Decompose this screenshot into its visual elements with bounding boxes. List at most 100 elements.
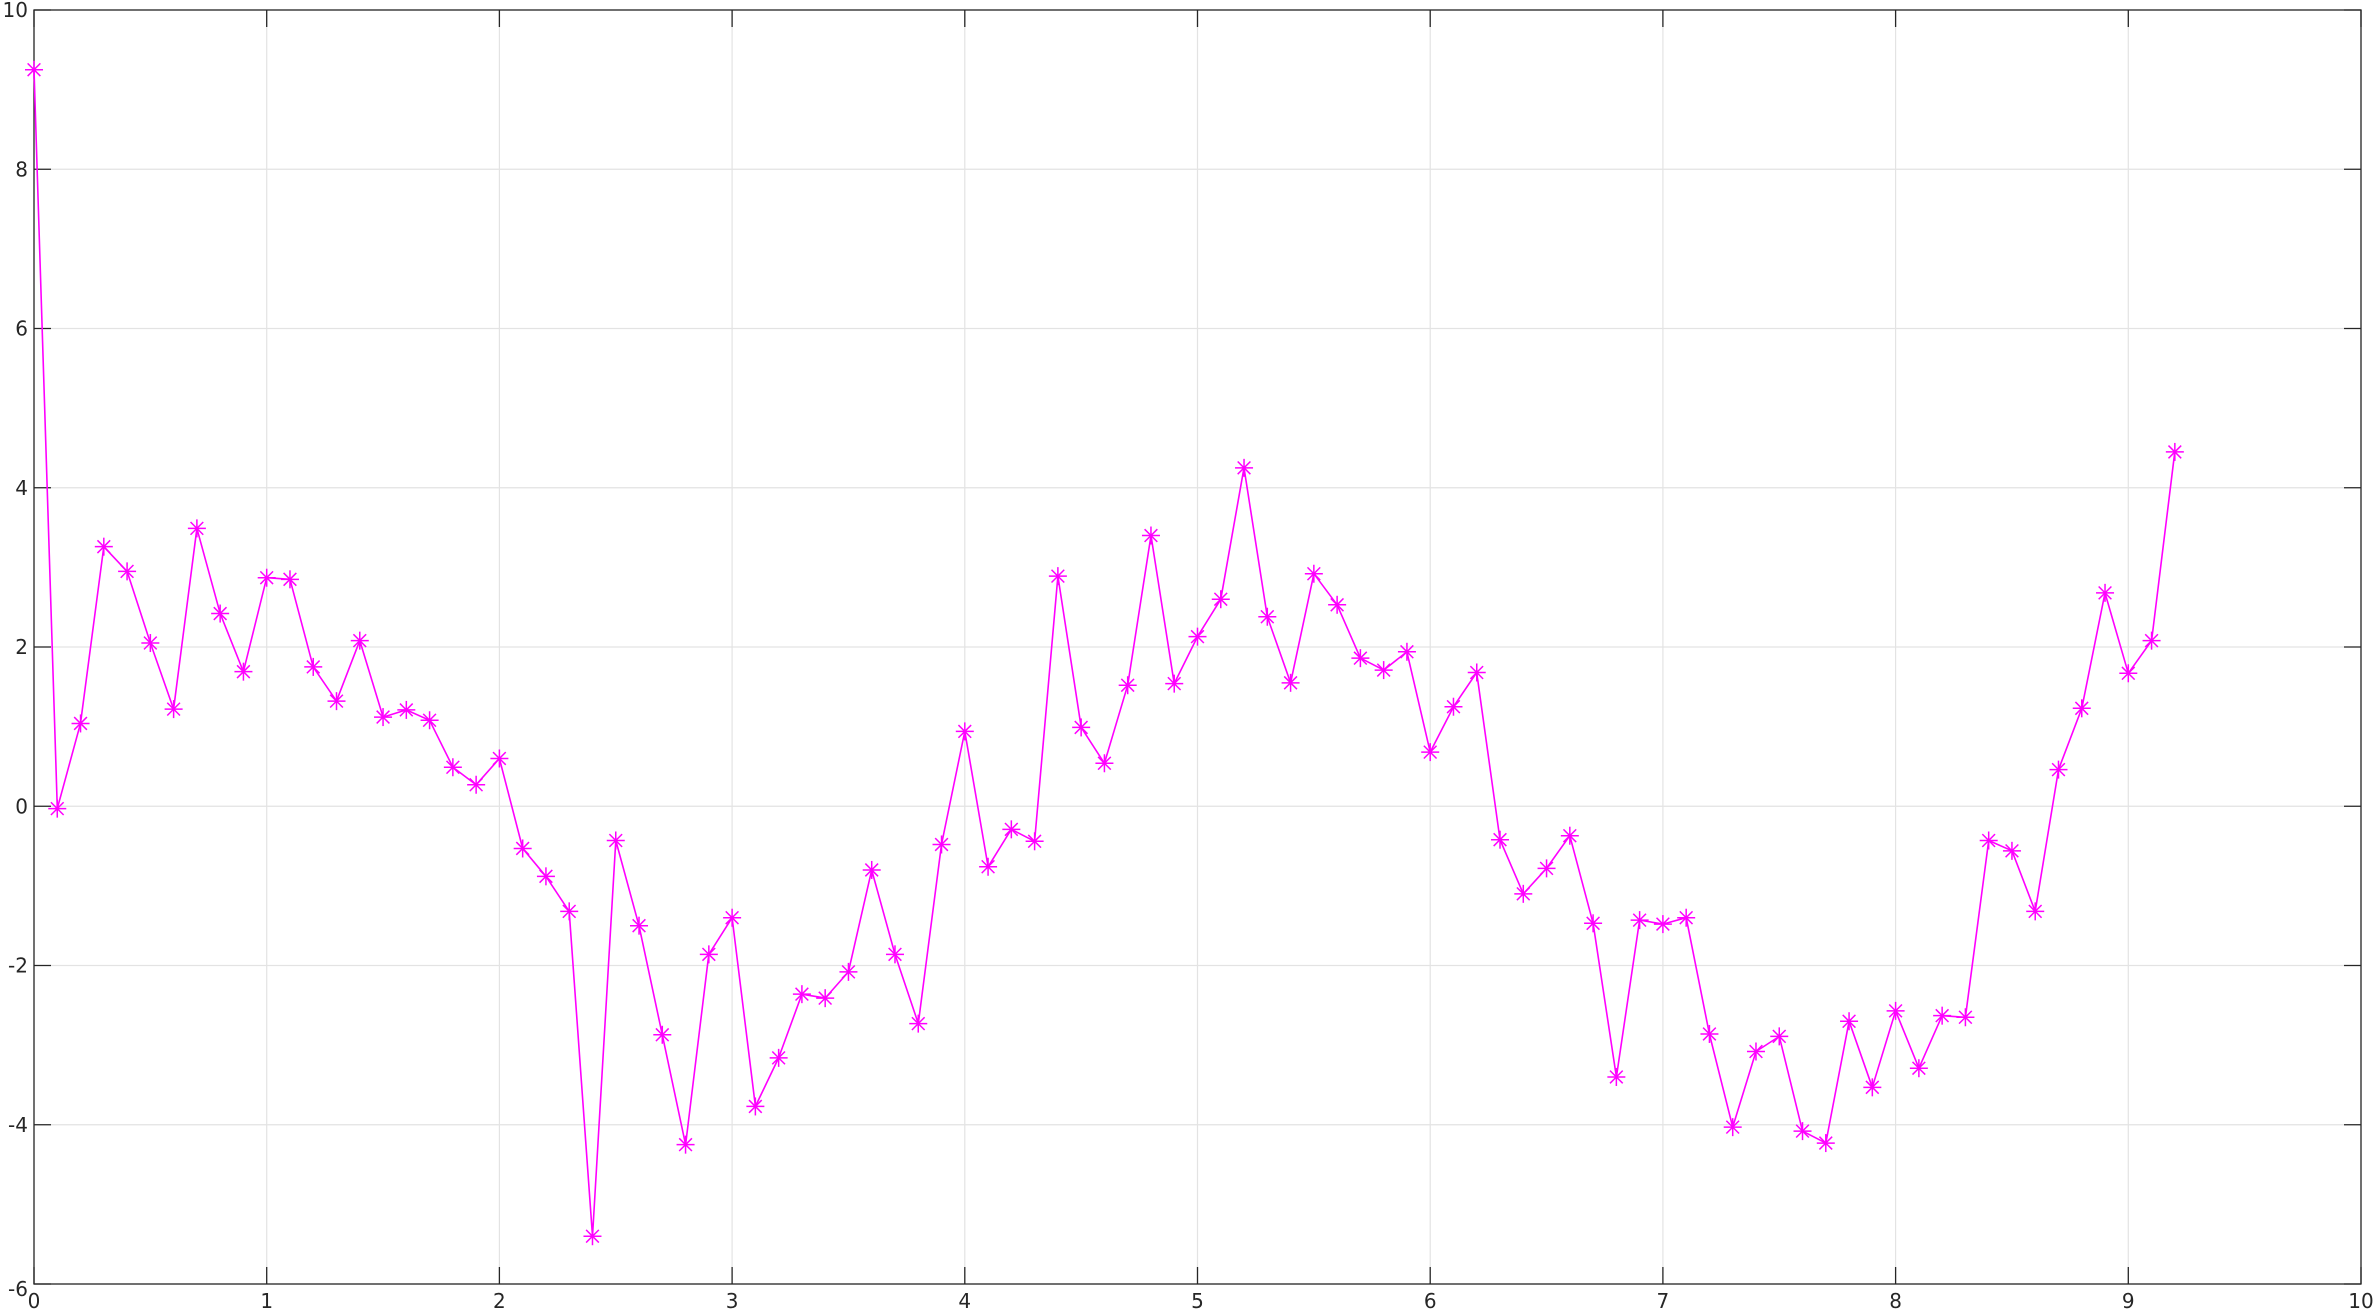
data-point (2119, 664, 2138, 683)
data-point (420, 711, 439, 730)
data-point-stroke (27, 62, 41, 77)
data-point-stroke (1749, 1044, 1763, 1059)
data-point (606, 831, 625, 850)
data-point (885, 945, 904, 964)
data-point-stroke (1330, 597, 1345, 612)
data-point (443, 758, 462, 777)
data-point (1514, 884, 1533, 903)
data-point (490, 749, 509, 768)
data-point (1770, 1027, 1789, 1046)
data-point-stroke (306, 660, 321, 674)
data-point (374, 708, 393, 727)
data-point-stroke (841, 964, 856, 979)
y-tick-label: 2 (15, 635, 28, 659)
data-point (257, 568, 276, 587)
data-point (350, 631, 369, 650)
data-point (839, 962, 858, 981)
data-point-stroke (2005, 843, 2019, 858)
data-point-stroke (539, 869, 553, 884)
data-point-stroke (1865, 1080, 1880, 1095)
data-point (1304, 564, 1323, 583)
data-point (1537, 859, 1556, 878)
data-point (1560, 826, 1579, 845)
data-point (699, 945, 718, 964)
data-point (955, 722, 974, 741)
data-point-stroke (1632, 913, 1647, 928)
data-point (1072, 718, 1091, 737)
data-point (909, 1014, 928, 1033)
data-point-stroke (1469, 665, 1484, 680)
x-tick-label: 2 (493, 1289, 506, 1313)
data-point-stroke (189, 521, 204, 536)
data-point (1397, 642, 1416, 661)
data-point-stroke (1516, 886, 1531, 901)
data-point-stroke (1772, 1029, 1787, 1044)
data-point-stroke (73, 716, 88, 731)
x-tick-label: 0 (28, 1289, 41, 1313)
data-point (1095, 754, 1114, 773)
data-point (1048, 567, 1067, 586)
data-point-stroke (1958, 1010, 1973, 1025)
data-point-stroke (1376, 663, 1391, 677)
y-tick-label: 4 (15, 476, 28, 500)
data-point (583, 1227, 602, 1246)
data-point (792, 985, 811, 1004)
data-point (513, 839, 532, 858)
data-point-stroke (1050, 569, 1065, 584)
data-point-stroke (981, 859, 995, 874)
data-point-stroke (329, 694, 344, 709)
data-point-stroke (1609, 1070, 1624, 1084)
data-point (118, 562, 137, 581)
data-point-stroke (2028, 904, 2043, 919)
data-point-stroke (678, 1137, 693, 1152)
data-point (1607, 1067, 1626, 1086)
data-point (1793, 1122, 1812, 1141)
data-point-stroke (2167, 445, 2182, 459)
data-point (1467, 663, 1486, 682)
x-tick-label: 4 (958, 1289, 971, 1313)
data-point (560, 902, 579, 921)
data-point-stroke (795, 987, 809, 1002)
data-point (676, 1135, 695, 1154)
data-point (48, 799, 67, 818)
data-point-stroke (562, 904, 577, 919)
data-point-stroke (1911, 1061, 1926, 1076)
x-tick-label: 6 (1424, 1289, 1437, 1313)
data-point (187, 519, 206, 538)
data-point (2165, 442, 2184, 461)
data-point-stroke (864, 863, 879, 877)
data-point-stroke (120, 564, 134, 579)
data-point (1374, 661, 1393, 680)
data-point (1165, 674, 1184, 693)
data-point-stroke (1260, 609, 1275, 624)
data-point (467, 775, 486, 794)
data-point-stroke (213, 606, 228, 621)
x-tick-label: 7 (1657, 1289, 1670, 1313)
data-point (536, 867, 555, 886)
data-point (653, 1025, 672, 1044)
y-tick-label: -6 (8, 1277, 28, 1301)
data-point-stroke (143, 636, 158, 650)
data-point (1351, 649, 1370, 668)
data-point-stroke (236, 664, 251, 679)
data-point-stroke (2121, 666, 2136, 681)
data-point (234, 662, 253, 681)
data-point-stroke (1702, 1027, 1717, 1041)
data-point-stroke (1097, 756, 1112, 771)
data-point-stroke (771, 1050, 786, 1065)
data-point (1258, 607, 1277, 626)
data-point (1746, 1042, 1765, 1061)
data-point (71, 714, 90, 733)
data-point-stroke (1586, 916, 1600, 931)
data-point-stroke (259, 570, 274, 585)
data-point-stroke (399, 703, 414, 717)
data-point-stroke (1074, 720, 1089, 735)
series-group (25, 60, 2184, 1246)
data-point-stroke (1027, 834, 1042, 849)
x-tick-label: 8 (1889, 1289, 1902, 1313)
data-point-stroke (469, 777, 484, 792)
data-point (1956, 1008, 1975, 1027)
y-tick-label: -2 (8, 954, 28, 978)
data-point-stroke (96, 539, 111, 554)
data-point (2142, 631, 2161, 650)
